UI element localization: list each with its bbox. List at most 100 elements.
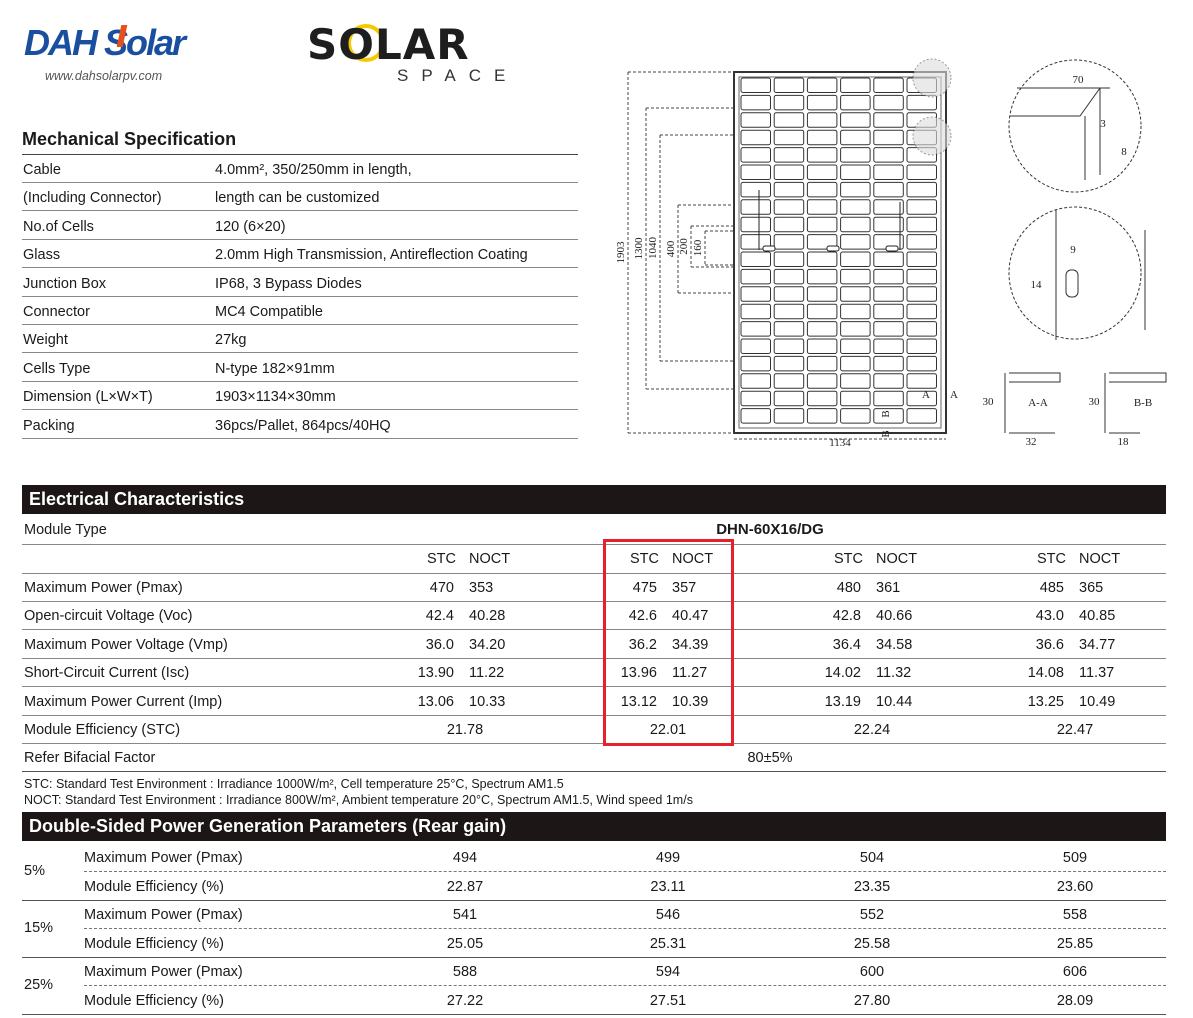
noct-value: 40.85 bbox=[1079, 608, 1116, 625]
solar-cell bbox=[773, 147, 805, 163]
section-b-label: B bbox=[880, 410, 892, 417]
param-value: 606 bbox=[1062, 964, 1088, 980]
solar-cell bbox=[740, 408, 771, 424]
noct-note: NOCT: Standard Test Environment : Irradi… bbox=[24, 793, 693, 807]
noct-value: 357 bbox=[672, 580, 697, 596]
solar-cell bbox=[906, 303, 937, 320]
dah-logo-text: DAH Solar bbox=[24, 22, 186, 63]
noct-value: 34.58 bbox=[876, 636, 913, 653]
solar-cell bbox=[906, 338, 937, 354]
stc-value: 13.06 bbox=[417, 693, 454, 710]
solar-cell bbox=[840, 112, 871, 128]
noct-header: NOCT bbox=[876, 551, 918, 567]
dashed-divider bbox=[84, 928, 1166, 929]
row-divider bbox=[22, 409, 578, 411]
solar-cell bbox=[740, 321, 771, 337]
solar-cell bbox=[906, 408, 937, 424]
solar-cell bbox=[873, 216, 904, 233]
noct-value: 40.47 bbox=[672, 608, 709, 625]
spec-label: Glass bbox=[23, 247, 61, 264]
stc-value: 36.0 bbox=[425, 636, 454, 653]
space-logo-text: SPACE bbox=[397, 66, 519, 85]
solar-cell bbox=[806, 216, 838, 233]
solar-cell bbox=[873, 112, 904, 128]
dimension-line bbox=[627, 71, 734, 434]
solar-cell bbox=[740, 251, 771, 267]
solar-cell bbox=[806, 321, 838, 337]
solar-cell bbox=[740, 77, 771, 93]
row-divider bbox=[22, 771, 1166, 773]
efficiency-value: 22.47 bbox=[1056, 722, 1094, 738]
param-value: 25.58 bbox=[853, 935, 891, 952]
dimension-label: 400 bbox=[665, 240, 677, 257]
param-value: 546 bbox=[655, 907, 681, 923]
param-value: 25.31 bbox=[649, 935, 687, 952]
solar-cell bbox=[840, 268, 871, 285]
solar-cell bbox=[873, 268, 904, 285]
noct-header: NOCT bbox=[672, 551, 714, 567]
param-label: Module Efficiency (%) bbox=[84, 992, 224, 1009]
stc-value: 13.12 bbox=[620, 693, 657, 710]
param-value: 22.87 bbox=[446, 878, 484, 895]
module-type: DHN-60X16/DG bbox=[716, 521, 824, 538]
dimension-label: 1300 bbox=[633, 237, 645, 260]
solar-logo-text: SOLAR bbox=[307, 20, 470, 69]
solar-cell bbox=[840, 129, 871, 146]
param-label: Maximum Power (Pmax) bbox=[84, 964, 243, 980]
solar-cell bbox=[840, 199, 871, 215]
spec-label: Junction Box bbox=[23, 275, 107, 292]
solar-cell bbox=[906, 268, 937, 285]
solar-cell bbox=[773, 181, 805, 198]
dimension-line bbox=[659, 134, 734, 362]
param-label: Short-Circuit Current (Isc) bbox=[24, 665, 190, 682]
noct-value: 11.22 bbox=[469, 665, 505, 682]
noct-value: 34.20 bbox=[469, 636, 506, 653]
solar-cell bbox=[873, 77, 904, 93]
solar-cell bbox=[906, 94, 937, 111]
noct-value: 40.66 bbox=[876, 608, 913, 625]
solar-cell bbox=[873, 94, 904, 111]
param-label: Maximum Power (Pmax) bbox=[84, 907, 243, 923]
solar-cell bbox=[806, 268, 838, 285]
solar-cell bbox=[806, 286, 838, 302]
solar-cell bbox=[906, 234, 937, 250]
solar-cell bbox=[740, 216, 771, 233]
param-value: 558 bbox=[1062, 907, 1088, 923]
spec-value: length can be customized bbox=[215, 190, 380, 207]
solar-cell bbox=[873, 373, 904, 389]
dimension-label: 8 bbox=[1121, 146, 1127, 158]
row-divider bbox=[22, 210, 578, 212]
solar-cell bbox=[873, 355, 904, 372]
solar-cell bbox=[740, 338, 771, 354]
param-label: Maximum Power (Pmax) bbox=[24, 580, 183, 596]
solar-cell bbox=[906, 181, 937, 198]
row-divider bbox=[22, 544, 1166, 545]
stc-value: 13.19 bbox=[824, 693, 861, 710]
solar-cell bbox=[806, 355, 838, 372]
solar-cell bbox=[873, 164, 904, 180]
solar-cell bbox=[806, 303, 838, 320]
efficiency-label: Module Efficiency (STC) bbox=[24, 722, 181, 738]
stc-value: 13.96 bbox=[620, 665, 657, 682]
junction-box bbox=[826, 245, 840, 252]
section-b-label: B bbox=[880, 430, 892, 437]
param-value: 27.80 bbox=[853, 992, 891, 1009]
solar-cell bbox=[740, 112, 771, 128]
noct-value: 10.44 bbox=[876, 693, 913, 710]
noct-value: 11.27 bbox=[672, 665, 708, 682]
solar-cell bbox=[906, 355, 937, 372]
stc-value: 14.08 bbox=[1027, 665, 1064, 682]
noct-value: 353 bbox=[469, 580, 494, 596]
row-divider bbox=[22, 295, 578, 297]
param-value: 541 bbox=[452, 907, 478, 923]
solar-cell bbox=[773, 355, 805, 372]
solar-cell bbox=[806, 373, 838, 389]
noct-value: 361 bbox=[876, 580, 901, 596]
solar-cell bbox=[806, 129, 838, 146]
param-value: 23.60 bbox=[1056, 878, 1094, 895]
solar-cell bbox=[873, 303, 904, 320]
stc-header: STC bbox=[427, 551, 456, 567]
module-type-label: Module Type bbox=[24, 522, 107, 538]
solar-cell bbox=[773, 216, 805, 233]
row-divider bbox=[22, 352, 578, 354]
